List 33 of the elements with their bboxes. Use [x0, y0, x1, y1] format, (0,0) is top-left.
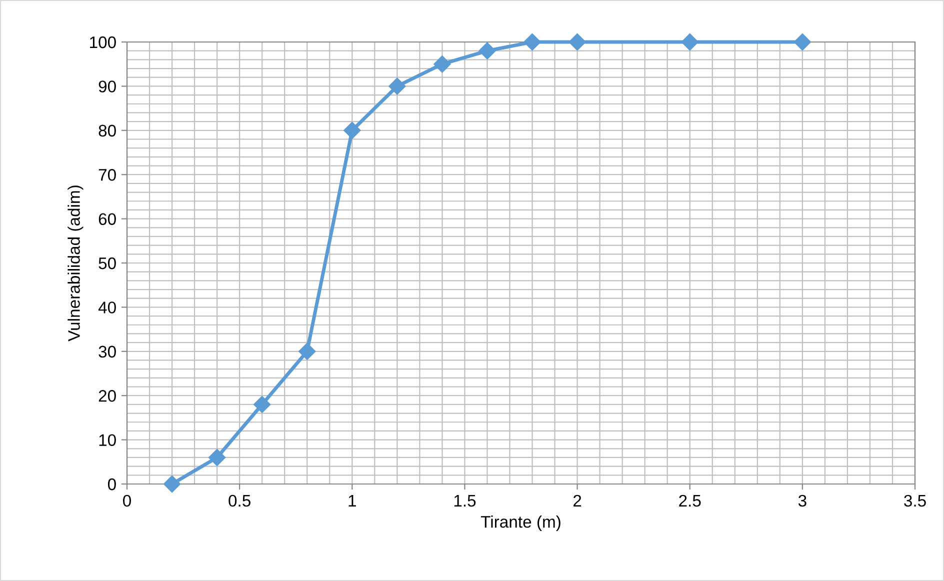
point: [208, 448, 226, 466]
point: [434, 56, 451, 73]
y-tick-label: 100: [90, 36, 116, 48]
point: [524, 33, 541, 51]
x-tick-label: 2.5: [679, 494, 701, 507]
point: [794, 33, 811, 51]
point: [254, 396, 271, 413]
y-axis-title: Vulnerabilidad (adim): [68, 186, 84, 342]
point: [568, 33, 586, 51]
x-tick-label: 0: [123, 494, 131, 507]
x-tick-label: 0.5: [228, 494, 250, 507]
y-tick-label: 10: [99, 434, 116, 446]
y-tick-label: 20: [98, 390, 116, 402]
y-tick-label: 50: [98, 257, 116, 270]
x-tick-label: 2: [573, 494, 582, 506]
y-tick-label: 90: [98, 80, 116, 92]
y-tick-label: 60: [98, 213, 116, 226]
y-tick-label: 30: [98, 346, 116, 358]
y-tick-label: 0: [108, 478, 116, 490]
point: [163, 475, 181, 493]
point: [478, 42, 496, 60]
point: [298, 342, 316, 360]
x-tick-label: 3: [798, 494, 806, 507]
x-tick-label: 1: [348, 495, 356, 506]
point: [344, 122, 361, 139]
y-tick-label: 80: [98, 124, 116, 137]
y-tick-label: 40: [98, 302, 116, 314]
point: [681, 33, 698, 51]
point: [388, 78, 406, 95]
x-tick-label: 3.5: [904, 494, 926, 507]
x-tick-label: 1.5: [454, 495, 476, 507]
y-tick-label: 70: [98, 169, 116, 181]
x-axis-title: Tirante (m): [480, 516, 560, 532]
